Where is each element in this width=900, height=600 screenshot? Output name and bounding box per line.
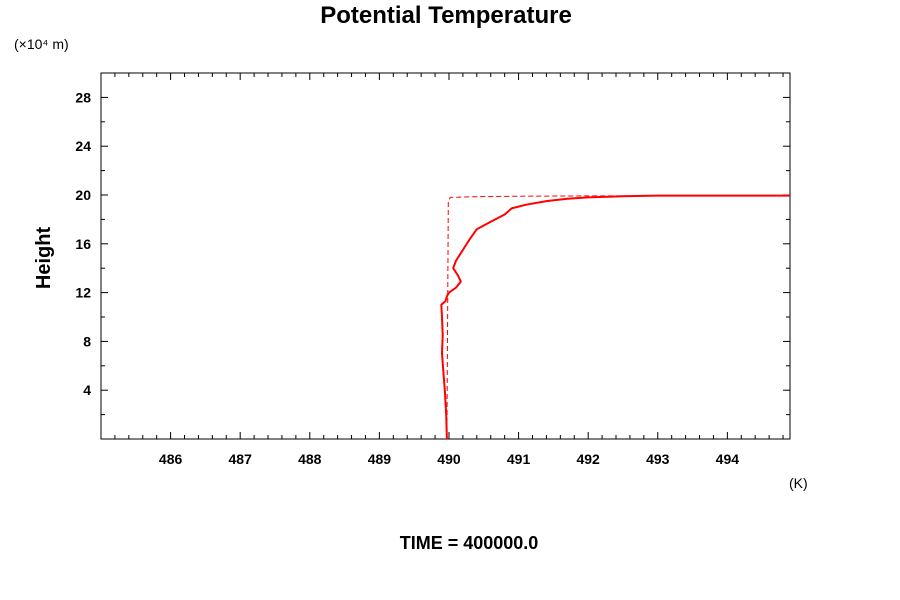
time-footer: TIME = 400000.0 xyxy=(400,533,539,553)
x-tick-label: 491 xyxy=(507,451,531,467)
x-tick-label: 486 xyxy=(159,451,183,467)
y-tick-label: 4 xyxy=(83,382,91,398)
plot-frame xyxy=(100,72,791,440)
x-tick-label: 489 xyxy=(368,451,392,467)
y-tick-label: 20 xyxy=(75,187,91,203)
x-tick-label: 487 xyxy=(229,451,253,467)
x-tick-label: 493 xyxy=(646,451,670,467)
y-tick-label: 16 xyxy=(75,236,91,252)
x-unit-label: (K) xyxy=(789,475,808,491)
initial-profile-line xyxy=(446,195,791,440)
x-tick-label: 488 xyxy=(298,451,322,467)
y-tick-label: 28 xyxy=(75,89,91,105)
x-tick-label: 490 xyxy=(437,451,461,467)
chart-title: Potential Temperature xyxy=(320,2,572,29)
y-tick-label: 24 xyxy=(75,138,91,154)
plot-area: 486 487 488 489 490 491 492 493 494 4 8 12 16 20 24 28 xyxy=(75,72,791,467)
current-profile-line xyxy=(440,194,790,440)
x-tick-label: 492 xyxy=(576,451,600,467)
y-multiplier-label: (×10⁴ m) xyxy=(14,36,69,52)
y-tick-label: 8 xyxy=(83,333,91,349)
y-tick-label: 12 xyxy=(75,285,91,301)
x-tick-label: 494 xyxy=(716,451,740,467)
y-axis-label: Height xyxy=(33,227,55,290)
